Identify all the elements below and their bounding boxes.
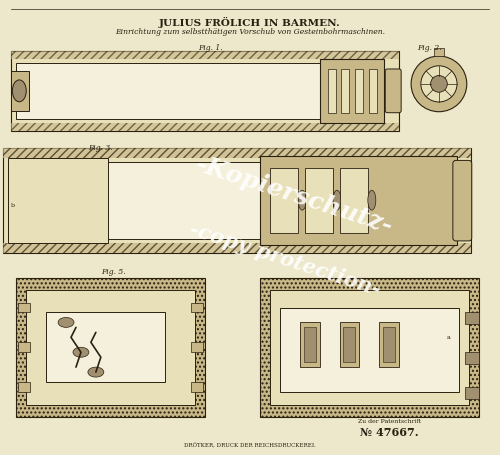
Text: a: a (447, 335, 451, 340)
Bar (8, 158, 108, 243)
Text: -copy protection-: -copy protection- (187, 219, 383, 300)
Bar (384, 328, 395, 362)
Bar (12, 51, 399, 131)
Bar (18, 303, 30, 313)
Bar (270, 290, 469, 405)
Bar (16, 278, 206, 417)
Ellipse shape (430, 76, 448, 92)
Ellipse shape (73, 347, 89, 357)
Bar (16, 63, 354, 119)
Bar (320, 59, 384, 123)
Bar (4, 148, 471, 253)
Bar (328, 69, 336, 113)
Text: Fig. 2.: Fig. 2. (416, 44, 442, 52)
Bar (342, 69, 349, 113)
Bar (434, 48, 444, 56)
Bar (280, 308, 459, 392)
Text: b: b (12, 202, 16, 207)
Text: Zu der Patentschrift: Zu der Patentschrift (358, 419, 421, 424)
Bar (465, 352, 478, 364)
FancyBboxPatch shape (453, 161, 472, 241)
Bar (12, 71, 29, 111)
Bar (465, 313, 478, 324)
Ellipse shape (368, 190, 376, 210)
Bar (340, 168, 368, 233)
Bar (18, 382, 30, 392)
Text: Fig. 5.: Fig. 5. (101, 268, 126, 276)
Bar (46, 313, 166, 382)
Bar (12, 123, 399, 131)
Bar (18, 342, 30, 352)
Text: DRÖTKER, DRUCK DER REICHSDRUCKEREI.: DRÖTKER, DRUCK DER REICHSDRUCKEREI. (184, 444, 316, 449)
Bar (370, 69, 378, 113)
Bar (4, 243, 471, 253)
Bar (4, 148, 471, 158)
Bar (270, 168, 298, 233)
Text: -Kopierschutz-: -Kopierschutz- (193, 152, 396, 238)
Bar (260, 278, 478, 417)
Bar (192, 342, 203, 352)
Ellipse shape (12, 80, 26, 102)
Bar (8, 162, 266, 239)
Bar (192, 382, 203, 392)
Bar (344, 328, 355, 362)
Text: Fig. 1.: Fig. 1. (198, 44, 222, 52)
Bar (340, 323, 359, 367)
Bar (300, 323, 320, 367)
Bar (260, 157, 456, 245)
Ellipse shape (58, 318, 74, 328)
Ellipse shape (298, 190, 306, 210)
Bar (380, 323, 399, 367)
Text: № 47667.: № 47667. (360, 427, 418, 438)
Bar (305, 168, 333, 233)
Bar (304, 328, 316, 362)
Ellipse shape (88, 367, 104, 377)
Ellipse shape (333, 190, 341, 210)
Ellipse shape (421, 66, 457, 102)
Bar (465, 387, 478, 399)
Ellipse shape (411, 56, 467, 112)
Text: Fig. 3.: Fig. 3. (88, 143, 113, 152)
Bar (356, 69, 364, 113)
FancyBboxPatch shape (385, 69, 401, 113)
Text: JULIUS FRÖLICH IN BARMEN.: JULIUS FRÖLICH IN BARMEN. (159, 17, 341, 28)
Bar (12, 51, 399, 59)
Bar (26, 290, 196, 405)
Text: Einrichtung zum selbstthätigen Vorschub von Gesteinbohrmaschinen.: Einrichtung zum selbstthätigen Vorschub … (115, 28, 385, 36)
Bar (192, 303, 203, 313)
